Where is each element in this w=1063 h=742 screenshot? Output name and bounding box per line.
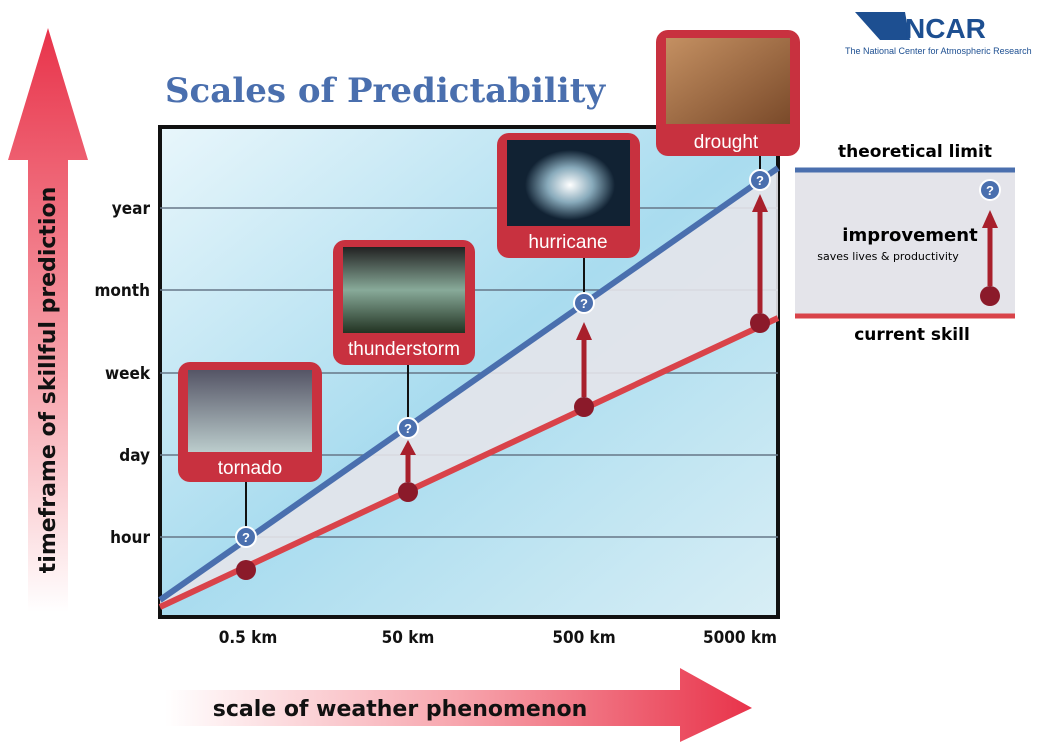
y-axis-label: timeframe of skillful prediction (36, 187, 61, 573)
marker: ? (986, 183, 994, 198)
event-label: drought (694, 132, 759, 153)
y-level: year (112, 199, 151, 219)
event-label: thunderstorm (348, 339, 460, 360)
legend: theoretical limit improvement saves live… (795, 142, 1015, 345)
y-level: hour (110, 528, 150, 548)
marker: ? (580, 296, 588, 311)
marker: ? (404, 421, 412, 436)
y-level: week (105, 364, 151, 384)
page: timeframe of skillful prediction scale o… (0, 0, 1063, 742)
x-level: 0.5 km (219, 628, 278, 648)
event-label: hurricane (528, 232, 607, 253)
marker: ? (756, 173, 764, 188)
infographic: timeframe of skillful prediction scale o… (0, 0, 1063, 742)
x-level: 5000 km (703, 628, 777, 648)
x-level: 500 km (552, 628, 615, 648)
title: Scales of Predictability (165, 71, 606, 111)
logo-name: NCAR (905, 13, 986, 44)
x-level: 50 km (382, 628, 435, 648)
logo-subtitle: The National Center for Atmospheric Rese… (845, 46, 1032, 56)
logo-mark (855, 12, 910, 40)
y-level: month (94, 281, 150, 301)
legend-top: theoretical limit (838, 142, 992, 162)
legend-middle: improvement (842, 225, 978, 246)
legend-note: saves lives & productivity (817, 250, 959, 263)
legend-bottom: current skill (854, 325, 970, 345)
y-level: day (119, 446, 150, 466)
event-label: tornado (218, 458, 282, 479)
marker: ? (242, 530, 250, 545)
x-axis-label: scale of weather phenomenon (213, 697, 588, 722)
